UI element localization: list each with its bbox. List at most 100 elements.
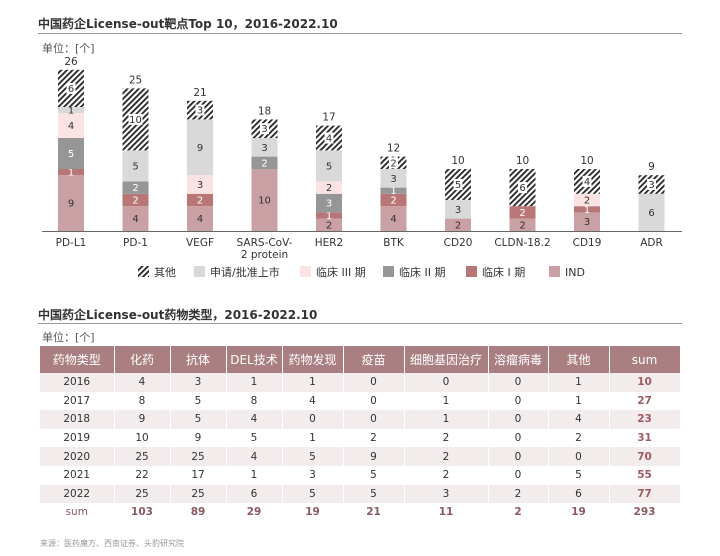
bar-segment-ind — [380, 206, 407, 231]
table-cell: 2 — [488, 484, 549, 504]
chart2-unit: 单位：[个] — [42, 331, 95, 344]
bar-value-label: 2 — [132, 196, 138, 207]
legend-swatch-phase2 — [383, 266, 394, 277]
bar-value-label: 4 — [390, 214, 396, 225]
table-cell: 2 — [404, 447, 489, 466]
bar-total-label: 17 — [322, 112, 335, 124]
bar-value-label: 1 — [326, 211, 332, 222]
bar-value-label-bg — [195, 104, 205, 116]
bar-value-label: 3 — [326, 199, 332, 210]
table-cell: 29 — [226, 503, 283, 522]
legend-label-ind: IND — [565, 266, 585, 279]
bar-value-label: 2 — [390, 196, 396, 207]
table-cell: 1 — [548, 391, 610, 411]
table-cell: 25 — [114, 484, 171, 504]
bar-segment-filing — [380, 169, 407, 188]
bar-value-label: 1 — [68, 168, 74, 179]
table-cell: 5 — [343, 465, 405, 485]
bar-value-label: 10 — [258, 196, 271, 207]
bar-value-label: 2 — [261, 158, 267, 169]
legend-label-phase3: 临床 III 期 — [316, 265, 366, 279]
table-header-cell: DEL技术 — [226, 346, 283, 373]
table-cell: 4 — [226, 447, 283, 466]
bar-segment-phase1 — [380, 193, 407, 207]
x-tick-label: CD20 — [444, 237, 473, 249]
stacked-bar-chart: 91541626PD-L142251025PD-14239321VEGF1023… — [42, 56, 682, 279]
legend-swatch-other — [138, 266, 149, 277]
table-header-cell: 疫苗 — [343, 346, 405, 373]
table-cell: 4 — [226, 410, 283, 429]
x-tick-label: HER2 — [315, 237, 344, 249]
table-cell: 3 — [404, 484, 489, 504]
table-row: 2016 4 3 1 1 0 0 0 1 10 — [40, 373, 681, 392]
bar-value-label-bg — [260, 123, 269, 135]
table-row: 2017 8 5 8 4 0 1 0 1 27 — [40, 391, 681, 411]
bar-value-label: 5 — [326, 161, 332, 172]
table-cell: 0 — [282, 410, 344, 429]
table-cell: 6 — [548, 484, 610, 504]
table-cell: 2020 — [40, 447, 115, 466]
bar-value-label: 3 — [648, 180, 654, 191]
bar-value-label: 3 — [455, 205, 461, 216]
bar-value-label: 4 — [197, 214, 203, 225]
bar-value-label: 9 — [197, 143, 203, 154]
table-cell: 3 — [170, 373, 227, 392]
bar-value-label: 4 — [132, 214, 138, 225]
bar-total-label: 26 — [64, 56, 78, 68]
drug-type-table: 药物类型 化药 抗体 DEL技术 药物发现 疫苗 细胞基因治疗 溶瘤病毒 其他 sum 2016 4… — [40, 346, 681, 522]
bar-value-label: 3 — [261, 143, 267, 154]
bar-segment-filing — [251, 138, 278, 157]
bar-segment-phase1 — [122, 193, 149, 207]
drug-type-table-wrapper: 药物类型 化药 抗体 DEL技术 药物发现 疫苗 细胞基因治疗 溶瘤病毒 其他 sum 2016 4… — [40, 346, 681, 522]
table-cell: 17 — [170, 465, 227, 485]
table-header-cell: 化药 — [114, 346, 171, 373]
bar-value-label-bg — [66, 82, 76, 94]
table-cell: 3 — [282, 465, 344, 485]
table-cell: 1 — [226, 373, 283, 392]
bar-total-label: 10 — [451, 155, 464, 167]
bar-segment-ind — [251, 169, 278, 231]
bar-segment-phase3 — [58, 113, 84, 138]
source-note: 来源：医药魔方、西南证券、头豹研究院 — [40, 539, 184, 548]
table-header-cell: 溶瘤病毒 — [488, 346, 549, 373]
table-cell: 0 — [488, 465, 549, 485]
table-cell: 2016 — [40, 373, 115, 392]
bar-value-label: 2 — [519, 208, 525, 219]
table-cell: 0 — [488, 391, 549, 411]
bar-total-label: 25 — [129, 74, 142, 86]
bar-value-label: 1 — [68, 106, 74, 117]
bar-value-label: 10 — [129, 115, 142, 126]
legend-label-phase2: 临床 II 期 — [399, 265, 445, 279]
bar-value-label: 2 — [519, 220, 525, 231]
table-cell: 5 — [170, 410, 227, 429]
bar-value-label: 2 — [326, 220, 332, 231]
table-cell: 2022 — [40, 484, 115, 504]
bar-value-label-bg — [647, 179, 656, 190]
table-cell: 19 — [548, 503, 610, 522]
bar-value-label: 1 — [584, 205, 590, 216]
bar-value-label-bg — [582, 175, 592, 187]
x-tick-label: SARS-CoV- — [237, 237, 293, 249]
table-row: sum 103 89 29 19 21 11 2 19 293 — [40, 503, 681, 522]
table-cell: 0 — [343, 391, 405, 411]
x-tick-label: 2 protein — [241, 249, 288, 261]
bar-value-label: 2 — [197, 196, 203, 207]
bar-value-label: 4 — [326, 134, 332, 145]
table-cell: 103 — [114, 503, 171, 522]
bar-value-label: 6 — [519, 183, 525, 194]
table-cell: 0 — [404, 373, 489, 392]
chart2-title-rule — [38, 323, 682, 324]
chart1-unit: 单位：[个] — [42, 42, 95, 55]
table-cell: 89 — [170, 503, 227, 522]
bar-value-label-bg — [518, 182, 527, 194]
table-cell: 2018 — [40, 410, 115, 429]
bar-segment-filing — [445, 200, 471, 219]
table-row: 2022 25 25 6 5 5 3 2 6 77 — [40, 484, 681, 504]
bar-value-label: 6 — [68, 84, 74, 95]
table-cell: 2 — [404, 465, 489, 485]
table-cell: 19 — [282, 503, 344, 522]
legend-label-filing: 申请/批准上市 — [210, 265, 280, 279]
table-cell: 1 — [404, 410, 489, 429]
table-cell: 31 — [609, 428, 681, 448]
bar-value-label: 3 — [197, 180, 203, 191]
